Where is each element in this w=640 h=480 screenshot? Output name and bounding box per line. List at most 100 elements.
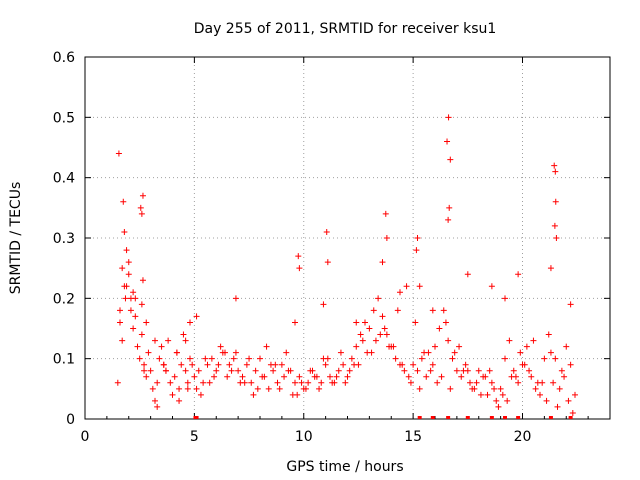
data-point bbox=[123, 247, 130, 254]
tick-layer: 0 0.1 0.2 0.3 0.4 0.5 0.6 0 5 10 15 20 bbox=[53, 50, 610, 445]
baseline-point bbox=[516, 416, 521, 419]
data-point bbox=[152, 397, 158, 404]
data-point bbox=[397, 289, 403, 296]
data-point bbox=[346, 367, 353, 374]
data-point bbox=[416, 385, 423, 392]
data-point bbox=[381, 325, 388, 332]
data-point bbox=[445, 337, 452, 344]
data-point bbox=[274, 379, 281, 386]
data-point bbox=[434, 379, 441, 386]
data-point bbox=[413, 247, 420, 254]
data-point bbox=[119, 265, 126, 272]
data-point bbox=[460, 367, 467, 374]
data-point bbox=[493, 397, 500, 404]
data-point bbox=[477, 391, 484, 398]
data-point bbox=[510, 367, 517, 374]
data-point bbox=[551, 222, 558, 229]
data-point bbox=[139, 277, 146, 284]
data-point bbox=[202, 355, 209, 362]
data-point bbox=[250, 391, 257, 398]
data-point bbox=[143, 373, 150, 380]
data-point bbox=[114, 379, 121, 386]
data-point bbox=[180, 331, 187, 338]
x-tick-label: 10 bbox=[295, 429, 313, 445]
data-point bbox=[323, 228, 330, 235]
data-point bbox=[270, 367, 277, 374]
data-point bbox=[178, 361, 185, 368]
data-point bbox=[446, 204, 453, 211]
data-point bbox=[189, 361, 196, 368]
data-point bbox=[517, 349, 524, 356]
data-point bbox=[552, 168, 559, 175]
data-point bbox=[232, 349, 239, 356]
data-point bbox=[553, 235, 560, 241]
data-point bbox=[228, 367, 235, 374]
data-point bbox=[281, 373, 288, 380]
baseline-point bbox=[568, 416, 573, 419]
data-point bbox=[139, 192, 146, 199]
data-point bbox=[138, 210, 145, 217]
data-point bbox=[322, 361, 329, 368]
data-point bbox=[311, 373, 318, 380]
data-point bbox=[263, 343, 270, 350]
data-point bbox=[429, 307, 436, 314]
data-point bbox=[154, 379, 161, 386]
data-point bbox=[506, 337, 513, 344]
data-point bbox=[353, 343, 360, 350]
data-point bbox=[141, 367, 148, 374]
data-point bbox=[526, 367, 533, 374]
data-point bbox=[138, 301, 145, 308]
data-point bbox=[469, 385, 476, 392]
data-point bbox=[453, 367, 460, 374]
data-point bbox=[530, 337, 537, 344]
data-point bbox=[160, 361, 167, 368]
data-point bbox=[502, 295, 508, 302]
data-point bbox=[340, 361, 347, 368]
data-point bbox=[473, 379, 480, 386]
data-point bbox=[136, 355, 143, 362]
data-point bbox=[410, 361, 417, 368]
data-point bbox=[449, 355, 456, 362]
baseline-point bbox=[430, 416, 435, 419]
data-point bbox=[344, 373, 351, 380]
data-point bbox=[145, 349, 152, 356]
data-point bbox=[224, 373, 231, 380]
data-point bbox=[432, 343, 438, 350]
x-tick-label: 5 bbox=[190, 429, 199, 445]
data-point bbox=[475, 367, 482, 374]
data-point bbox=[342, 379, 349, 386]
y-tick-label: 0.6 bbox=[53, 50, 75, 66]
data-point bbox=[359, 337, 366, 344]
data-point bbox=[528, 373, 535, 380]
data-point bbox=[246, 355, 253, 362]
data-point bbox=[298, 379, 305, 386]
data-point bbox=[552, 198, 559, 205]
y-tick-label: 0.3 bbox=[53, 231, 75, 247]
data-point bbox=[532, 385, 539, 392]
data-point bbox=[337, 349, 344, 356]
data-point bbox=[121, 228, 128, 235]
data-point bbox=[239, 373, 246, 380]
y-tick-label: 0.1 bbox=[53, 352, 75, 368]
data-point bbox=[115, 150, 122, 157]
baseline-point bbox=[417, 416, 422, 419]
x-axis-label: GPS time / hours bbox=[286, 459, 403, 475]
data-point bbox=[187, 355, 193, 362]
chart-title: Day 255 of 2011, SRMTID for receiver ksu… bbox=[194, 21, 497, 37]
data-point bbox=[423, 373, 430, 380]
data-point bbox=[296, 373, 303, 380]
data-point bbox=[379, 259, 386, 266]
data-point bbox=[125, 259, 132, 266]
data-point bbox=[156, 355, 163, 362]
data-point bbox=[259, 373, 266, 380]
data-point bbox=[176, 397, 183, 404]
data-point bbox=[215, 361, 222, 368]
data-point bbox=[173, 349, 180, 356]
data-point bbox=[390, 343, 397, 350]
data-point bbox=[191, 373, 198, 380]
data-point bbox=[462, 361, 469, 368]
data-point bbox=[125, 271, 132, 278]
data-point bbox=[357, 331, 364, 338]
data-point bbox=[320, 301, 327, 308]
